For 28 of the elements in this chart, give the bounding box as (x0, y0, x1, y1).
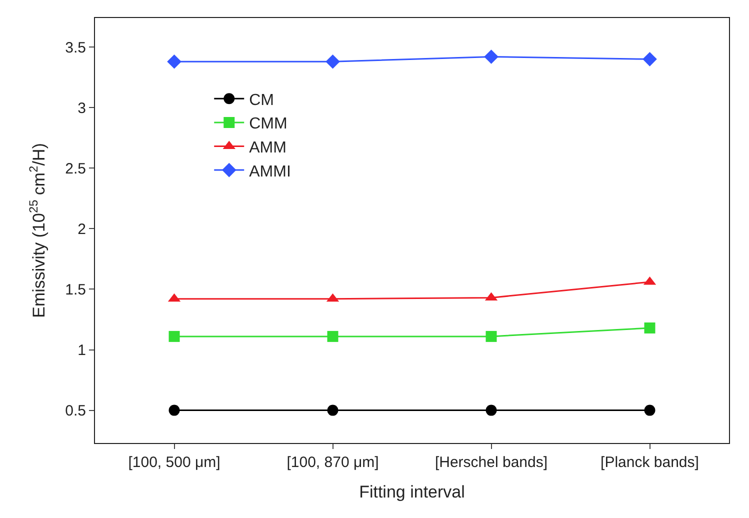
x-axis-title: Fitting interval (359, 482, 465, 502)
point (168, 330, 180, 342)
point (486, 330, 497, 342)
y-tick-label: 2 (78, 220, 86, 238)
point (327, 404, 338, 416)
y-tick-label: 1 (78, 342, 86, 360)
x-tick-label: [100, 870 μm] (286, 454, 379, 471)
legend-label: AMMI (249, 163, 291, 180)
y-tick-label: 0.5 (65, 402, 86, 420)
point (168, 404, 180, 416)
y-tick-label: 1.5 (65, 281, 86, 298)
x-tick-label: [Planck bands] (600, 454, 699, 471)
point (644, 322, 656, 334)
point (484, 50, 498, 64)
point (486, 404, 497, 416)
point (644, 404, 656, 416)
point (327, 330, 338, 342)
point (642, 52, 657, 66)
y-tick-label: 3 (78, 100, 86, 117)
y-tick-label: 2.5 (65, 160, 86, 178)
legend-label: AMM (249, 139, 286, 156)
x-tick-label: [100, 500 μm] (128, 454, 220, 471)
point (326, 54, 340, 69)
x-tick-label: [Herschel bands] (434, 454, 548, 471)
legend-label: CM (249, 92, 274, 109)
point (167, 54, 182, 69)
y-tick-label: 3.5 (65, 39, 86, 56)
legend-label: CMM (249, 116, 288, 133)
